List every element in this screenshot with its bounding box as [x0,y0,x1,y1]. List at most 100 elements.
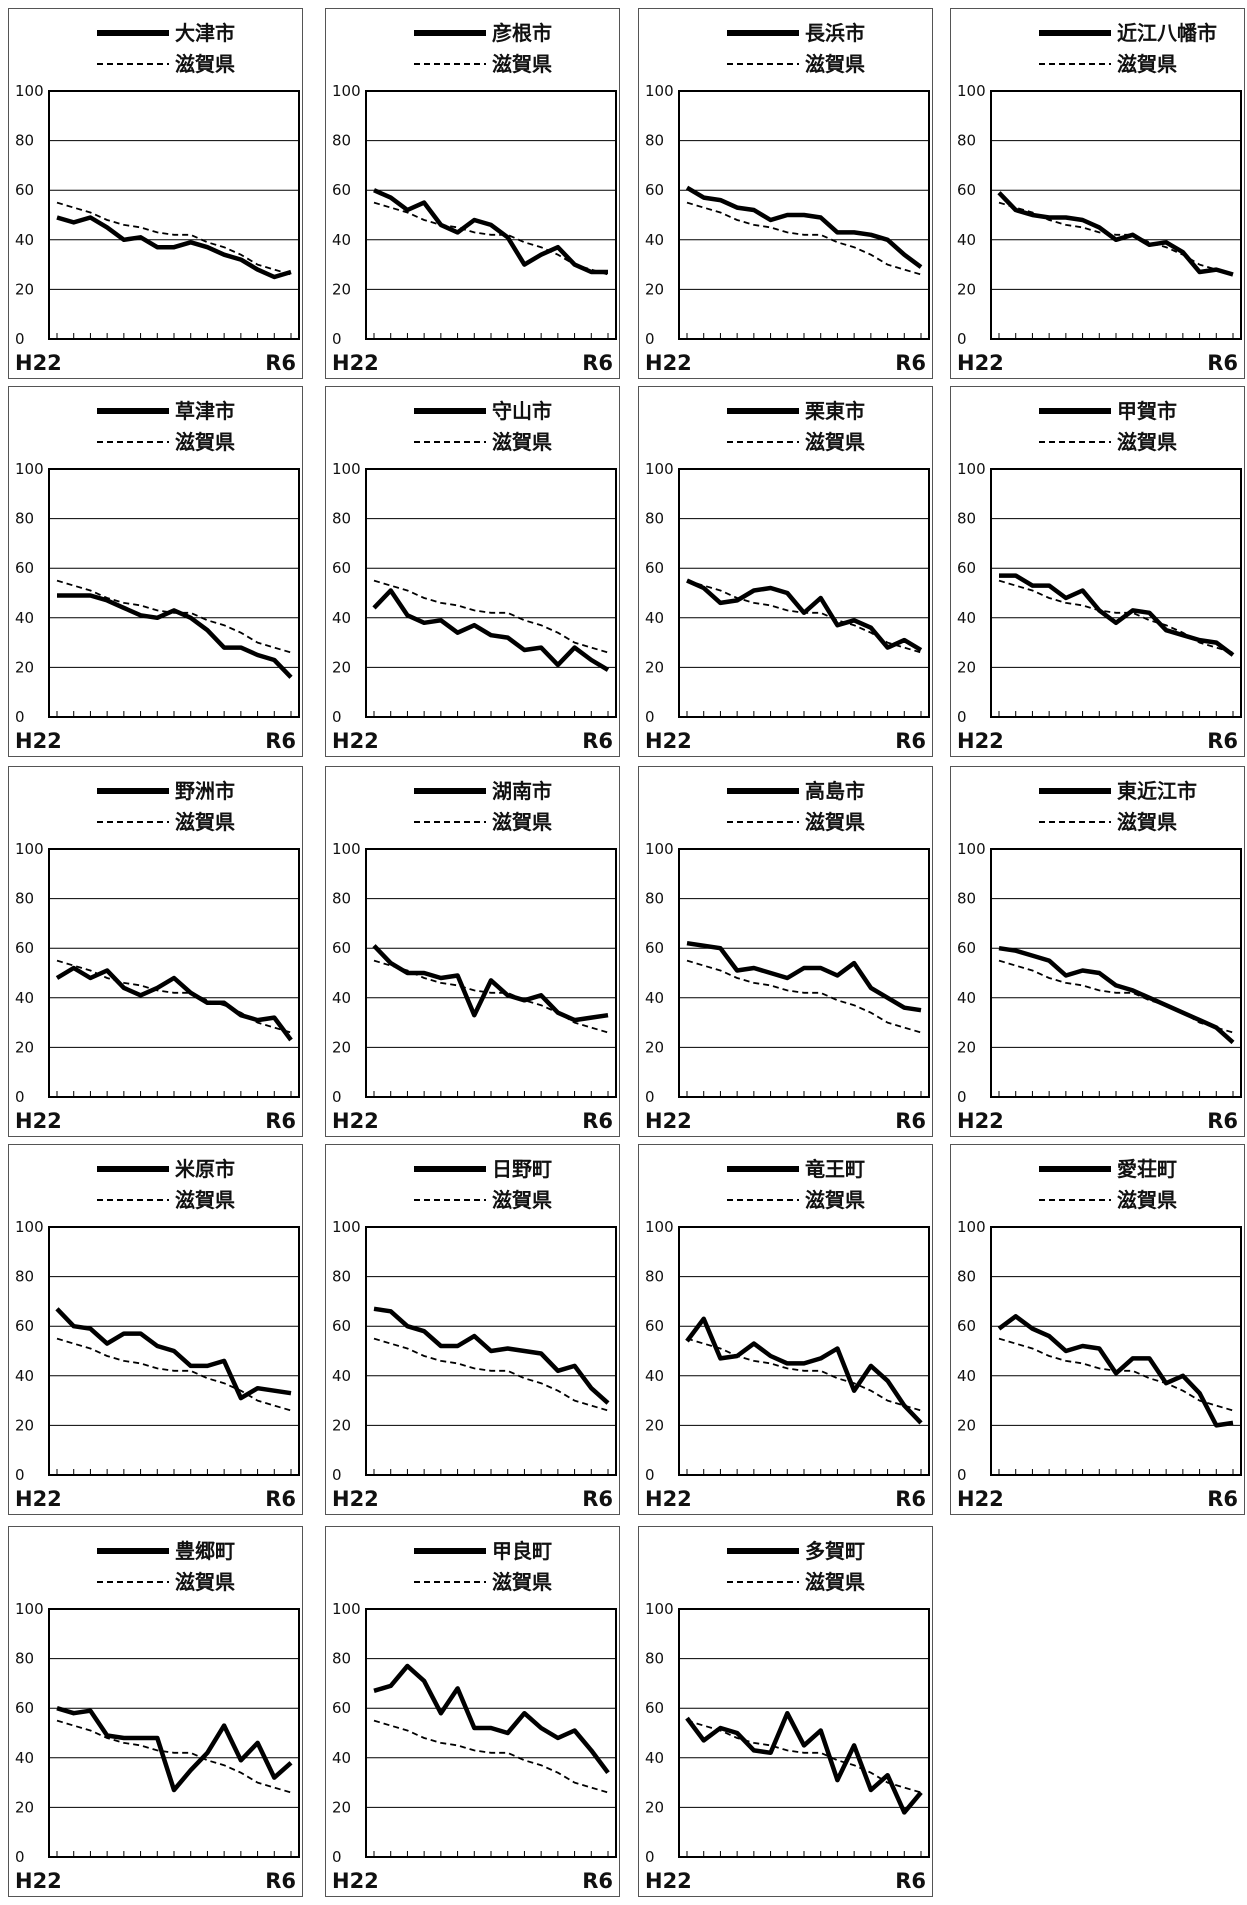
plot-area [48,1608,300,1858]
y-tick-label: 20 [332,658,351,676]
x-start-label: H22 [332,351,379,375]
y-tick-label: 20 [15,658,34,676]
legend-item: 大津市 [97,21,235,45]
plot-area [990,468,1242,718]
legend-item: 滋賀県 [727,430,865,454]
legend-item: 長浜市 [727,21,865,45]
y-tick-label: 40 [957,989,976,1007]
legend-label: 滋賀県 [492,1188,552,1212]
legend-label: 滋賀県 [805,1570,865,1594]
series-line-city [55,1307,292,1401]
plot-area [48,468,300,718]
series-line-city [372,588,610,672]
y-tick-label: 80 [645,1268,664,1286]
y-tick-label: 60 [957,939,976,957]
y-tick-label: 80 [15,132,34,150]
legend-item: 草津市 [97,399,235,423]
legend-item: 滋賀県 [414,810,552,834]
series-line-prefecture [56,201,292,276]
legend-item: 東近江市 [1039,779,1197,803]
legend-item: 湖南市 [414,779,552,803]
chart-panel: 近江八幡市 滋賀県 0 20 40 60 80 100 H22 R6 [950,8,1245,379]
series-line-prefecture [998,201,1234,276]
y-tick-label: 20 [957,658,976,676]
series-line-city [373,1306,610,1405]
x-start-label: H22 [332,729,379,753]
y-tick-label: 20 [645,1416,664,1434]
x-start-label: H22 [15,729,62,753]
y-tick-label: 20 [645,658,664,676]
y-tick-label: 20 [957,1416,976,1434]
x-start-label: H22 [645,1869,692,1893]
chart-panel: 大津市 滋賀県 0 20 40 60 80 100 H22 R6 [8,8,303,379]
y-tick-label: 60 [957,559,976,577]
y-tick-label: 60 [15,1699,34,1717]
series-line-city [686,940,922,1013]
legend-label: 米原市 [175,1157,235,1181]
legend-label: 滋賀県 [805,1188,865,1212]
y-tick-label: 60 [15,1317,34,1335]
series-line-prefecture [373,959,609,1034]
series-line-city [56,215,292,280]
y-tick-label: 0 [332,1466,342,1484]
y-tick-label: 100 [645,82,674,100]
y-tick-label: 60 [332,559,351,577]
legend-label: 守山市 [492,399,552,423]
y-tick-label: 0 [15,330,25,348]
y-tick-label: 80 [332,132,351,150]
series-line-city [372,944,609,1023]
series-line-city [998,945,1235,1045]
legend-item: 滋賀県 [414,52,552,76]
series-line-prefecture [998,1337,1234,1412]
y-tick-label: 0 [15,1848,25,1866]
y-tick-label: 100 [15,1218,44,1236]
legend-label: 多賀町 [805,1539,865,1563]
x-end-label: R6 [895,1487,926,1511]
legend-item: 日野町 [414,1157,552,1181]
x-end-label: R6 [582,729,613,753]
x-end-label: R6 [265,1109,296,1133]
x-end-label: R6 [582,1869,613,1893]
legend-item: 多賀町 [727,1539,865,1563]
y-tick-label: 20 [15,280,34,298]
x-end-label: R6 [265,1487,296,1511]
legend-label: 野洲市 [175,779,235,803]
y-tick-label: 0 [332,330,342,348]
legend-item: 竜王町 [727,1157,865,1181]
legend-label: 高島市 [805,779,865,803]
legend-label: 愛荘町 [1117,1157,1177,1181]
legend-item: 滋賀県 [727,52,865,76]
y-tick-label: 100 [332,460,361,478]
y-tick-label: 40 [15,1749,34,1767]
x-end-label: R6 [895,1109,926,1133]
legend-label: 滋賀県 [175,1570,235,1594]
legend-label: 草津市 [175,399,235,423]
x-start-label: H22 [645,729,692,753]
y-tick-label: 100 [332,840,361,858]
y-tick-label: 20 [645,1038,664,1056]
legend-label: 東近江市 [1117,779,1197,803]
x-end-label: R6 [895,351,926,375]
y-tick-label: 40 [957,231,976,249]
chart-panel: 東近江市 滋賀県 0 20 40 60 80 100 H22 R6 [950,766,1245,1137]
y-tick-label: 0 [957,1088,967,1106]
y-tick-label: 80 [332,1650,351,1668]
y-tick-label: 100 [332,1600,361,1618]
y-tick-label: 80 [957,132,976,150]
y-tick-label: 60 [957,1317,976,1335]
series-line-prefecture [686,1719,922,1794]
